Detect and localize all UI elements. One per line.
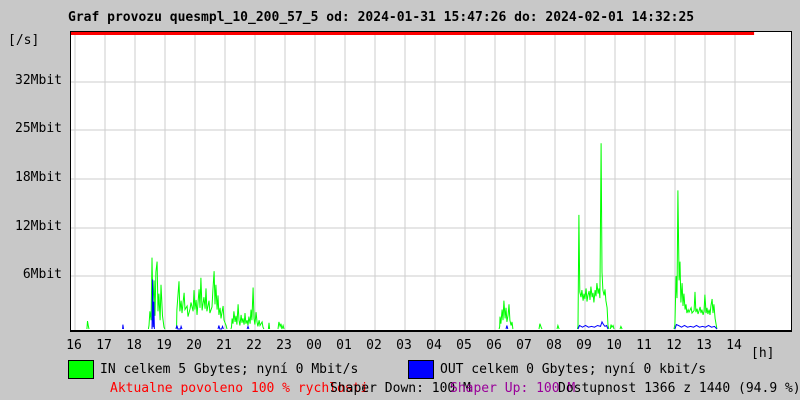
- x-tick-label: 14: [726, 338, 742, 353]
- in-legend-swatch: [68, 360, 94, 379]
- x-tick-label: 00: [306, 338, 322, 353]
- series-in-segment: [277, 321, 285, 330]
- y-tick-label: 25Mbit: [15, 121, 62, 136]
- x-tick-label: 13: [696, 338, 712, 353]
- series-in-segment: [556, 323, 560, 330]
- x-tick-label: 12: [666, 338, 682, 353]
- x-tick-label: 02: [366, 338, 382, 353]
- series-in-segment: [498, 300, 514, 330]
- series-out-segment: [151, 279, 155, 330]
- x-tick-label: 23: [276, 338, 292, 353]
- series-in-segment: [538, 323, 543, 330]
- x-tick-label: 16: [66, 338, 82, 353]
- x-tick-label: 21: [216, 338, 232, 353]
- series-in-segment: [576, 143, 610, 330]
- x-tick-label: 08: [546, 338, 562, 353]
- x-tick-label: 10: [606, 338, 622, 353]
- x-tick-label: 06: [486, 338, 502, 353]
- traffic-chart: [71, 32, 791, 330]
- series-in-segment: [619, 325, 623, 330]
- x-tick-label: 11: [636, 338, 652, 353]
- series-out-segment: [577, 320, 609, 330]
- y-tick-label: 32Mbit: [15, 73, 62, 88]
- x-tick-label: 03: [396, 338, 412, 353]
- series-out-segment: [246, 324, 250, 330]
- series-out-segment: [175, 324, 183, 330]
- x-tick-label: 22: [246, 338, 262, 353]
- y-tick-label: 6Mbit: [22, 267, 62, 282]
- out-legend-label: OUT celkem 0 Gbytes; nyní 0 kbit/s: [440, 362, 707, 377]
- in-legend-label: IN celkem 5 Gbytes; nyní 0 Mbit/s: [100, 362, 359, 377]
- series-in-segment: [86, 321, 90, 330]
- series-in-segment: [147, 257, 166, 330]
- series-out-segment: [217, 324, 224, 330]
- elapsed-time-line: [71, 32, 755, 35]
- x-tick-label: 04: [426, 338, 442, 353]
- y-axis-unit-label: [/s]: [8, 33, 40, 48]
- x-tick-label: 19: [156, 338, 172, 353]
- availability-text: Dostupnost 1366 z 1440 (94.9 %): [558, 381, 800, 396]
- x-tick-label: 17: [96, 338, 112, 353]
- x-tick-label: 01: [336, 338, 352, 353]
- y-tick-label: 12Mbit: [15, 219, 62, 234]
- series-in-segment: [175, 271, 228, 330]
- series-in-segment: [609, 324, 615, 330]
- y-tick-label: 18Mbit: [15, 170, 62, 185]
- series-out-segment: [122, 324, 124, 330]
- series-out-segment: [674, 323, 718, 330]
- x-tick-label: 09: [576, 338, 592, 353]
- series-in-segment: [673, 190, 718, 330]
- x-tick-label: 18: [126, 338, 142, 353]
- allowed-speed-text: Aktualne povoleno 100 % rychlosti: [110, 381, 369, 396]
- x-tick-label: 20: [186, 338, 202, 353]
- shaper-down-text: Shaper Down: 100 M: [330, 381, 471, 396]
- x-tick-label: 05: [456, 338, 472, 353]
- x-tick-label: 07: [516, 338, 532, 353]
- x-axis-unit-label: [h]: [751, 346, 775, 361]
- series-in-segment: [267, 322, 271, 330]
- out-legend-swatch: [408, 360, 434, 379]
- page-title: Graf provozu quesmpl_10_200_57_5 od: 202…: [68, 10, 695, 25]
- shaper-up-text: Shaper Up: 100 M: [450, 381, 576, 396]
- chart-plot-area: [70, 31, 792, 332]
- series-out-segment: [505, 325, 509, 330]
- series-in-segment: [230, 287, 265, 330]
